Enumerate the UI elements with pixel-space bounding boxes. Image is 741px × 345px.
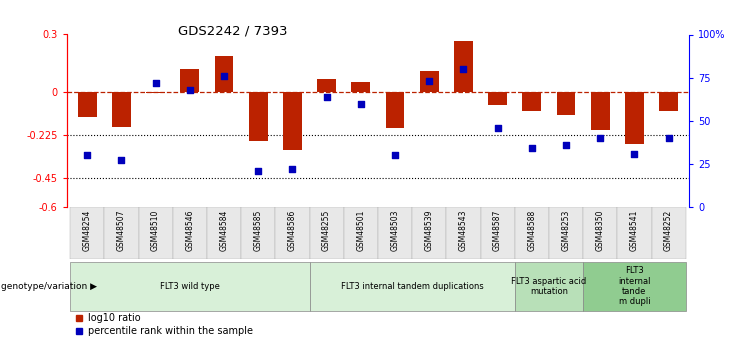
Bar xyxy=(617,207,651,259)
Point xyxy=(594,135,606,141)
Text: GSM48588: GSM48588 xyxy=(528,209,536,251)
Text: FLT3 internal tandem duplications: FLT3 internal tandem duplications xyxy=(341,282,483,291)
Bar xyxy=(276,207,310,259)
Bar xyxy=(241,207,276,259)
Text: GSM48252: GSM48252 xyxy=(664,209,673,251)
Bar xyxy=(70,262,310,311)
Bar xyxy=(420,71,439,92)
Bar xyxy=(549,207,583,259)
Bar xyxy=(317,79,336,92)
Point xyxy=(457,66,469,72)
Bar xyxy=(310,207,344,259)
Bar xyxy=(659,92,678,111)
Bar xyxy=(515,262,583,311)
Bar xyxy=(583,207,617,259)
Text: GSM48253: GSM48253 xyxy=(562,209,571,251)
Bar xyxy=(112,92,131,127)
Bar xyxy=(515,207,549,259)
Point xyxy=(218,73,230,79)
Point xyxy=(321,94,333,99)
Point xyxy=(389,152,401,158)
Point xyxy=(150,80,162,86)
Text: GSM48501: GSM48501 xyxy=(356,209,365,251)
Text: GSM48541: GSM48541 xyxy=(630,209,639,251)
Point xyxy=(492,125,504,130)
Point xyxy=(355,101,367,106)
Text: GSM48510: GSM48510 xyxy=(151,209,160,251)
Text: GSM48254: GSM48254 xyxy=(83,209,92,251)
Bar xyxy=(139,207,173,259)
Text: GDS2242 / 7393: GDS2242 / 7393 xyxy=(178,24,288,37)
Text: GSM48587: GSM48587 xyxy=(493,209,502,251)
Bar xyxy=(78,92,96,117)
Text: FLT3
internal
tande
m dupli: FLT3 internal tande m dupli xyxy=(618,266,651,306)
Text: GSM48255: GSM48255 xyxy=(322,209,331,251)
Text: FLT3 wild type: FLT3 wild type xyxy=(160,282,220,291)
Text: GSM48507: GSM48507 xyxy=(117,209,126,251)
Point xyxy=(423,78,435,84)
Bar xyxy=(378,207,412,259)
Bar xyxy=(522,92,541,111)
Point xyxy=(116,158,127,163)
Text: GSM48584: GSM48584 xyxy=(219,209,228,251)
Bar xyxy=(173,207,207,259)
Bar xyxy=(283,92,302,149)
Bar xyxy=(454,41,473,92)
Bar xyxy=(180,69,199,92)
Bar xyxy=(146,92,165,93)
Bar xyxy=(446,207,480,259)
Point xyxy=(560,142,572,148)
Text: genotype/variation ▶: genotype/variation ▶ xyxy=(1,282,97,291)
Text: GSM48539: GSM48539 xyxy=(425,209,433,251)
Bar xyxy=(412,207,446,259)
Text: GSM48546: GSM48546 xyxy=(185,209,194,251)
Bar xyxy=(651,207,685,259)
Point xyxy=(184,87,196,92)
Bar xyxy=(344,207,378,259)
Text: GSM48585: GSM48585 xyxy=(253,209,263,251)
Bar xyxy=(488,92,507,106)
Bar xyxy=(70,207,104,259)
Bar xyxy=(591,92,610,130)
Text: GSM48543: GSM48543 xyxy=(459,209,468,251)
Bar xyxy=(310,262,515,311)
Bar xyxy=(625,92,644,144)
Point xyxy=(662,135,674,141)
Bar xyxy=(104,207,139,259)
Point xyxy=(82,152,93,158)
Text: GSM48503: GSM48503 xyxy=(391,209,399,251)
Text: FLT3 aspartic acid
mutation: FLT3 aspartic acid mutation xyxy=(511,277,587,296)
Bar xyxy=(351,82,370,92)
Bar xyxy=(583,262,685,311)
Text: GSM48350: GSM48350 xyxy=(596,209,605,251)
Text: GSM48586: GSM48586 xyxy=(288,209,297,251)
Bar xyxy=(215,56,233,92)
Point xyxy=(252,168,264,174)
Point xyxy=(526,146,538,151)
Bar xyxy=(207,207,241,259)
Bar xyxy=(249,92,268,141)
Point xyxy=(287,166,299,172)
Legend: log10 ratio, percentile rank within the sample: log10 ratio, percentile rank within the … xyxy=(72,309,257,340)
Bar xyxy=(480,207,515,259)
Bar xyxy=(385,92,405,128)
Point xyxy=(628,151,640,156)
Bar xyxy=(556,92,576,115)
